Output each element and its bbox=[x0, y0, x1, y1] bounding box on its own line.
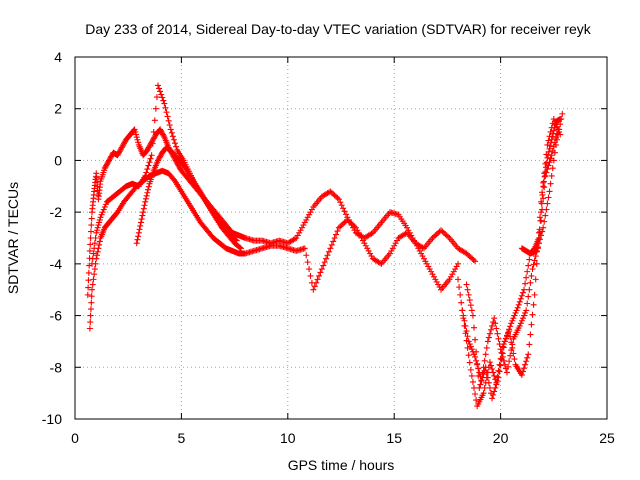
y-tick-label: -8 bbox=[50, 359, 63, 375]
axis-ticks bbox=[74, 56, 608, 420]
x-tick-label: 15 bbox=[386, 430, 402, 446]
y-tick-label: 0 bbox=[54, 152, 62, 168]
data-series bbox=[84, 82, 566, 410]
y-tick-label: -2 bbox=[50, 204, 63, 220]
y-tick-label: 2 bbox=[54, 101, 62, 117]
x-tick-label: 5 bbox=[178, 430, 186, 446]
y-tick-label: -6 bbox=[50, 308, 63, 324]
chart-title: Day 233 of 2014, Sidereal Day-to-day VTE… bbox=[85, 21, 591, 37]
x-tick-label: 10 bbox=[280, 430, 296, 446]
x-axis-label: GPS time / hours bbox=[288, 457, 395, 473]
series-trace-7 bbox=[518, 116, 564, 257]
y-tick-label: 4 bbox=[54, 49, 62, 65]
grid-lines bbox=[75, 57, 607, 419]
axis-tick-labels: 0 5 10 15 20 25 -10 -8 -6 -4 -2 0 2 4 bbox=[42, 49, 615, 446]
x-tick-label: 25 bbox=[599, 430, 615, 446]
y-axis-label: SDTVAR / TECUs bbox=[5, 182, 21, 294]
x-tick-label: 20 bbox=[493, 430, 509, 446]
x-tick-label: 0 bbox=[71, 430, 79, 446]
series-trace-1 bbox=[86, 167, 462, 332]
y-tick-label: -10 bbox=[42, 411, 62, 427]
y-tick-label: -4 bbox=[50, 256, 63, 272]
series-trace-3 bbox=[133, 144, 240, 247]
plot-frame bbox=[74, 56, 608, 420]
